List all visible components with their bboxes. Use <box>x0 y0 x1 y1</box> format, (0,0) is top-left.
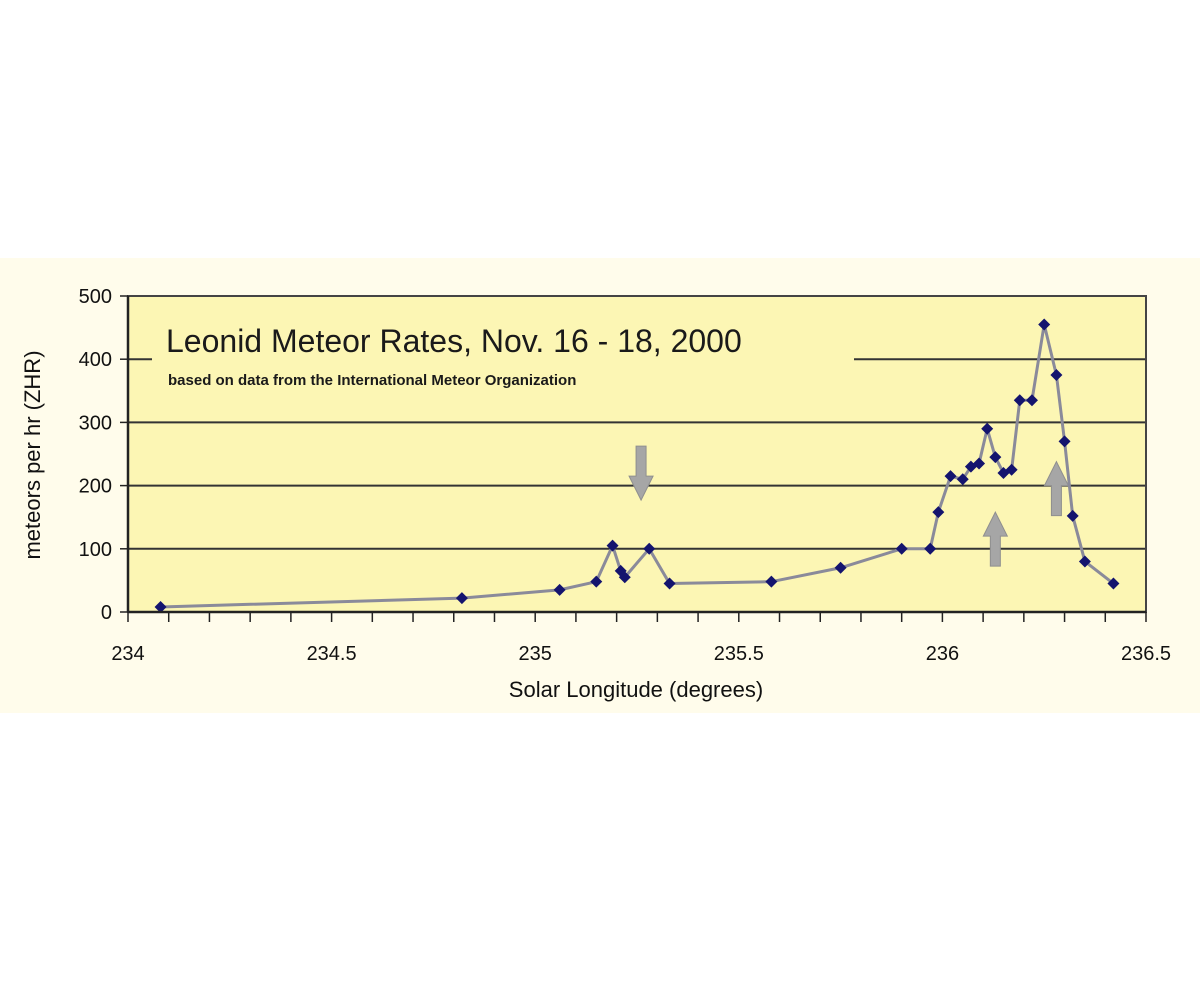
x-tick-label: 236 <box>926 643 959 665</box>
data-point <box>956 473 969 486</box>
chart-subtitle: based on data from the International Met… <box>168 372 576 389</box>
x-tick-label: 234.5 <box>307 643 357 665</box>
data-point <box>618 571 631 584</box>
arrow-down-icon <box>628 445 654 502</box>
data-point <box>1066 509 1079 522</box>
data-point <box>590 575 603 588</box>
title-box <box>152 314 854 400</box>
y-tick-label: 200 <box>79 476 112 498</box>
arrow-up-icon <box>982 511 1009 567</box>
axes <box>120 295 1147 622</box>
data-point <box>1013 394 1026 407</box>
y-tick-label: 500 <box>79 286 112 308</box>
data-point <box>981 422 994 435</box>
data-point <box>1058 435 1071 448</box>
data-point <box>973 457 986 470</box>
y-tick-labels: 0 100 200 300 400 500 <box>79 286 112 624</box>
data-point <box>1107 577 1120 590</box>
data-point <box>455 592 468 605</box>
x-tick-labels: 234 234.5 235 235.5 236 236.5 <box>111 643 1171 665</box>
data-point <box>924 542 937 555</box>
arrow-up-icon <box>1043 460 1070 517</box>
series-markers <box>154 318 1120 613</box>
y-axis-title: meteors per hr (ZHR) <box>20 350 45 559</box>
x-axis-title: Solar Longitude (degrees) <box>509 677 763 702</box>
data-point <box>606 539 619 552</box>
y-tick-label: 100 <box>79 539 112 561</box>
data-point <box>663 577 676 590</box>
data-point <box>1025 394 1038 407</box>
data-point <box>1038 318 1051 331</box>
data-point <box>643 542 656 555</box>
y-tick-label: 0 <box>101 602 112 624</box>
data-point <box>895 542 908 555</box>
y-tick-label: 300 <box>79 412 112 434</box>
data-point <box>834 561 847 574</box>
data-point <box>1050 369 1063 381</box>
data-point <box>932 506 945 519</box>
x-tick-label: 235.5 <box>714 643 764 665</box>
x-tick-label: 236.5 <box>1121 643 1171 665</box>
x-tick-label: 235 <box>519 643 552 665</box>
data-point <box>944 470 957 483</box>
data-point <box>553 583 566 596</box>
y-tick-label: 400 <box>79 349 112 371</box>
data-point <box>154 600 167 613</box>
x-tick-label: 234 <box>111 643 144 665</box>
chart-title: Leonid Meteor Rates, Nov. 16 - 18, 2000 <box>166 323 742 359</box>
data-point <box>989 451 1002 464</box>
data-point <box>1005 463 1018 476</box>
annotation-arrows <box>628 445 1070 567</box>
data-point <box>765 575 778 588</box>
data-point <box>1078 555 1091 568</box>
